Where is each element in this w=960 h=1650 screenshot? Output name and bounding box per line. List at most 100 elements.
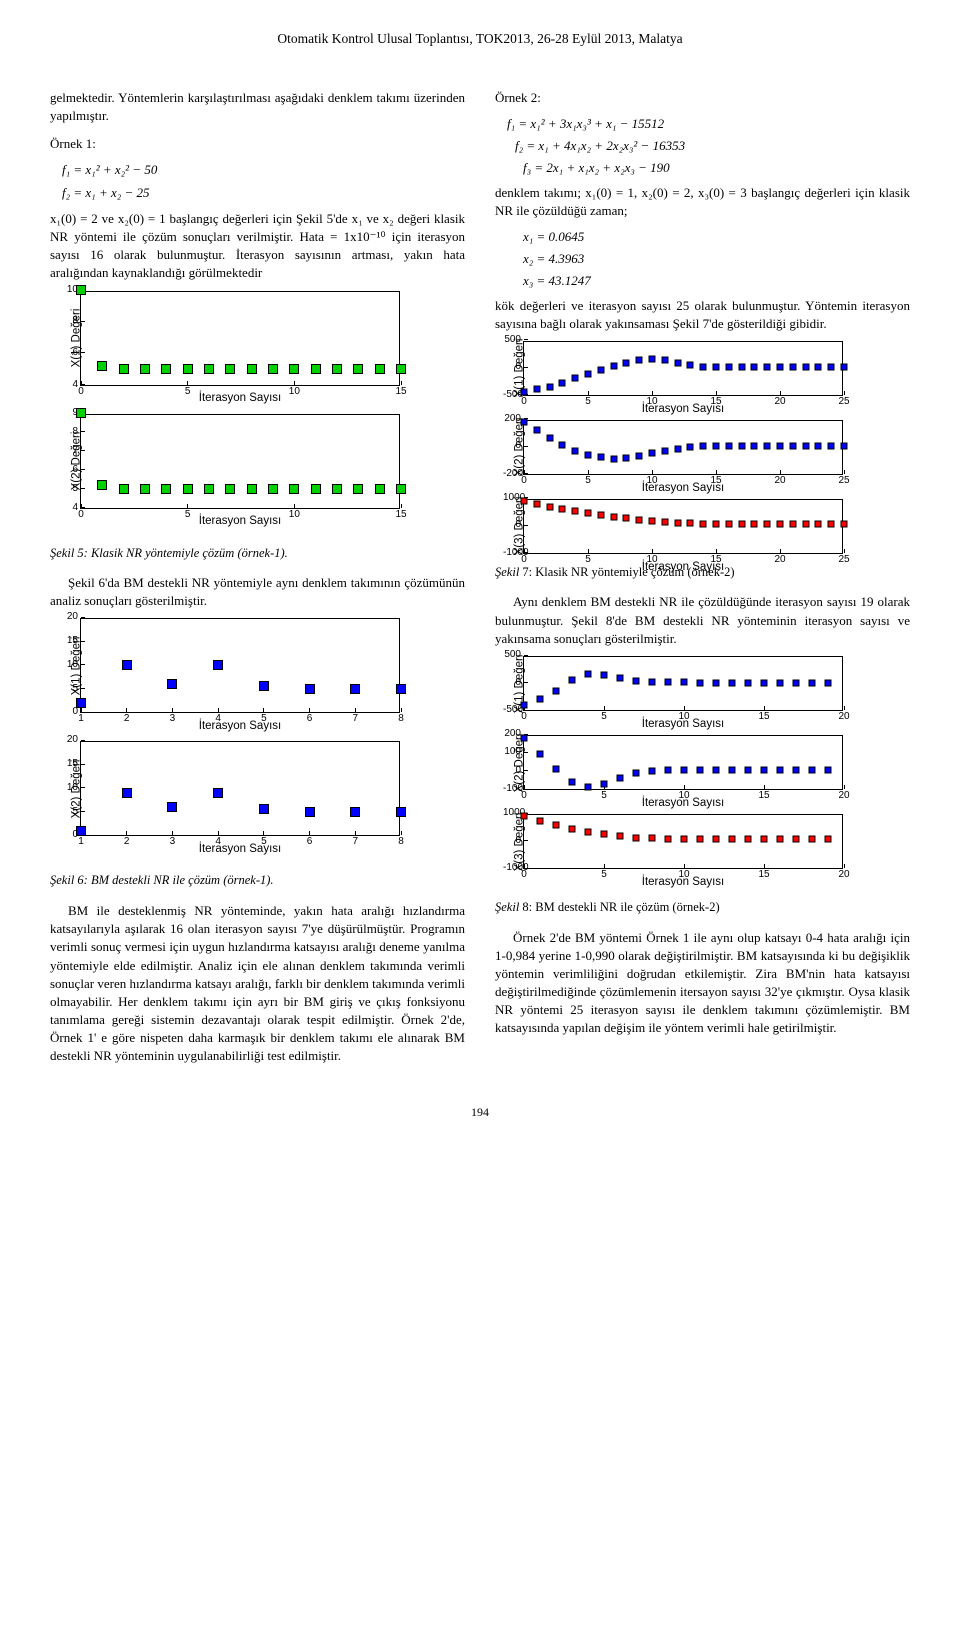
ylabel: X(3) Değeri [511,497,527,556]
data-point [793,766,800,773]
data-point [259,681,269,691]
data-point [533,501,540,508]
data-point [623,455,630,462]
data-point [825,679,832,686]
data-point [289,364,299,374]
data-point [687,444,694,451]
eq-l1: f₁ = x₁² + x₂² − 50 [62,161,465,179]
xlabel: İterasyon Sayısı [81,718,399,734]
para-l2: x₁(0) = 2 ve x₂(0) = 1 başlangıç değerle… [50,210,465,283]
data-point [687,362,694,369]
data-point [700,363,707,370]
data-point [537,817,544,824]
data-point [161,484,171,494]
xlabel: İterasyon Sayısı [524,480,842,496]
ylabel: X(1) Değeri [68,637,84,696]
data-point [745,679,752,686]
data-point [761,679,768,686]
data-point [777,836,784,843]
data-point [687,520,694,527]
data-point [305,807,315,817]
data-point [533,386,540,393]
data-point [76,698,86,708]
data-point [353,484,363,494]
data-point [572,447,579,454]
data-point [789,442,796,449]
data-point [636,356,643,363]
data-point [585,784,592,791]
data-point [183,484,193,494]
data-point [305,684,315,694]
data-point [751,521,758,528]
data-point [396,484,406,494]
chart-5b: 051015456789İterasyon SayısıX(2) Değeri [80,414,400,509]
chart-7a: 0510152025-5000500İterasyon SayısıX(1) D… [523,341,843,396]
data-point [828,521,835,528]
data-point [601,780,608,787]
data-point [649,517,656,524]
data-point [764,521,771,528]
data-point [649,355,656,362]
data-point [649,835,656,842]
chart-8b: 05101520-1000100200İterasyon SayısıX(2) … [523,735,843,790]
data-point [546,383,553,390]
data-point [841,442,848,449]
data-point [521,418,528,425]
data-point [204,484,214,494]
data-point [569,825,576,832]
eq-r1: f₁ = x₁² + 3x₁x₃³ + x₁ − 15512 [507,115,910,133]
data-point [76,408,86,418]
chart-8c: 05101520-100001000İterasyon SayısıX(3) D… [523,814,843,869]
ytick: 20 [60,733,78,747]
data-point [777,521,784,528]
chart-8a: 05101520-5000500İterasyon SayısıX(1) Değ… [523,656,843,711]
xlabel: İterasyon Sayısı [524,559,842,575]
data-point [332,364,342,374]
data-point [764,442,771,449]
data-point [259,804,269,814]
data-point [521,389,528,396]
data-point [537,696,544,703]
ylabel: X(2) Değeri [68,760,84,819]
data-point [777,766,784,773]
data-point [350,807,360,817]
data-point [521,497,528,504]
data-point [681,836,688,843]
label-ornek2: Örnek 2: [495,89,910,107]
ytick: 20 [60,610,78,624]
data-point [674,360,681,367]
data-point [649,768,656,775]
data-point [585,451,592,458]
data-point [636,453,643,460]
data-point [713,364,720,371]
data-point [247,364,257,374]
data-point [789,521,796,528]
para-l3: Şekil 6'da BM destekli NR yöntemiyle ayn… [50,574,465,610]
data-point [777,442,784,449]
data-point [375,364,385,374]
data-point [738,442,745,449]
sol-3: x₃ = 43.1247 [523,272,910,290]
data-point [213,788,223,798]
data-point [119,364,129,374]
data-point [610,362,617,369]
data-point [396,684,406,694]
data-point [204,364,214,374]
data-point [183,364,193,374]
data-point [597,512,604,519]
data-point [815,364,822,371]
data-point [213,660,223,670]
data-point [809,836,816,843]
para-l1: gelmektedir. Yöntemlerin karşılaştırılma… [50,89,465,125]
data-point [521,734,528,741]
data-point [623,359,630,366]
data-point [268,484,278,494]
data-point [633,834,640,841]
ylabel: X(2) Değeri [511,733,527,792]
data-point [546,503,553,510]
data-point [140,364,150,374]
data-point [793,679,800,686]
data-point [828,442,835,449]
label-ornek1: Örnek 1: [50,135,465,153]
data-point [572,508,579,515]
